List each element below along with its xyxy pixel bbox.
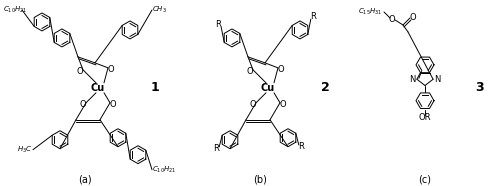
Text: 3: 3 [476,81,484,94]
Text: 1: 1 [150,81,160,94]
Text: Cu: Cu [261,83,275,93]
Text: O: O [80,100,86,109]
Text: R: R [216,20,222,29]
Text: $C_{10}H_{21}$: $C_{10}H_{21}$ [152,165,176,175]
Text: O: O [278,65,284,74]
Text: N: N [410,75,416,84]
Text: O: O [246,67,254,76]
Text: Cu: Cu [91,83,105,93]
Text: O: O [280,100,286,109]
Text: O: O [76,67,84,76]
Text: $C_{15}H_{31}$: $C_{15}H_{31}$ [358,7,382,17]
Text: (b): (b) [253,175,267,185]
Text: O: O [110,100,116,109]
Text: (c): (c) [418,175,432,185]
Text: 2: 2 [320,81,330,94]
Text: O: O [388,15,396,25]
Text: R: R [298,142,304,151]
Text: O: O [250,100,256,109]
Text: $CH_3$: $CH_3$ [152,5,167,15]
Text: O: O [108,65,114,74]
Text: $C_{10}H_{21}$: $C_{10}H_{21}$ [3,5,28,15]
Text: (a): (a) [78,175,92,185]
Text: R: R [214,144,220,153]
Text: $H_3C$: $H_3C$ [16,145,32,155]
Text: N: N [434,75,440,84]
Text: O: O [410,13,416,23]
Text: R: R [310,12,316,21]
Text: OR: OR [419,113,431,122]
